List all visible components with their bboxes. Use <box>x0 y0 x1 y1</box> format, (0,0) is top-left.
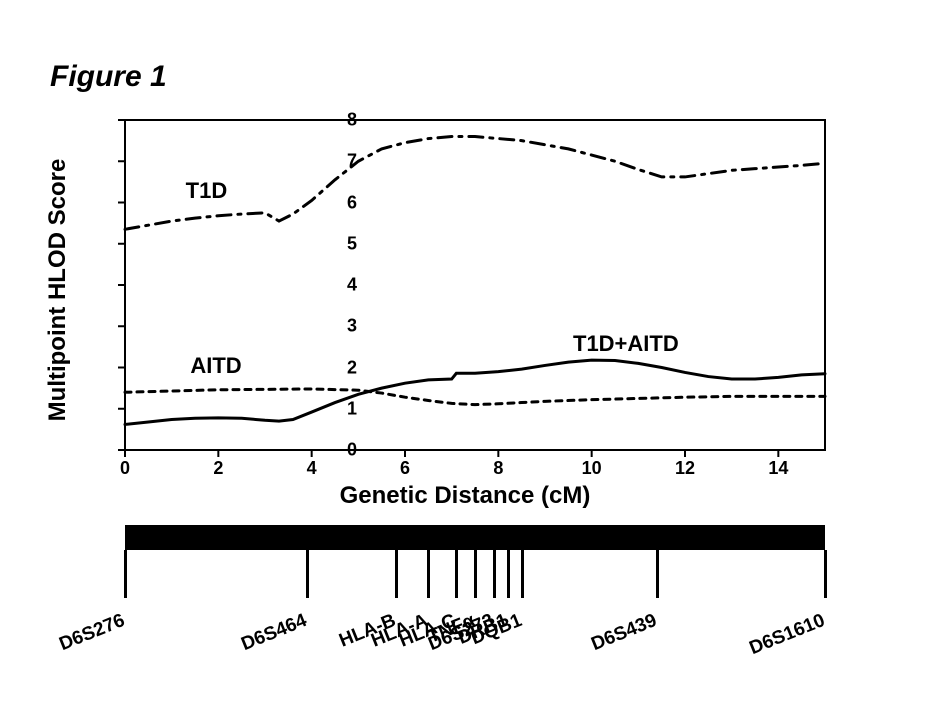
marker-tick <box>493 550 496 598</box>
x-tick-label: 8 <box>493 458 503 479</box>
y-tick-label: 1 <box>137 398 357 419</box>
x-axis-label: Genetic Distance (cM) <box>340 482 591 510</box>
marker-label: D6S1610 <box>747 610 829 660</box>
marker-bar <box>125 525 825 550</box>
y-tick-label: 3 <box>137 316 357 337</box>
marker-tick <box>656 550 659 598</box>
marker-label: D6S439 <box>588 610 660 656</box>
y-tick-label: 6 <box>137 192 357 213</box>
x-tick-label: 6 <box>400 458 410 479</box>
y-tick-label: 4 <box>137 275 357 296</box>
x-tick-label: 2 <box>213 458 223 479</box>
x-tick-label: 10 <box>582 458 602 479</box>
marker-tick <box>395 550 398 598</box>
series-label: T1D <box>186 178 228 204</box>
y-tick-label: 2 <box>137 357 357 378</box>
marker-tick <box>427 550 430 598</box>
marker-tick <box>124 550 127 598</box>
y-tick-label: 0 <box>137 440 357 461</box>
marker-tick <box>521 550 524 598</box>
series-label: T1D+AITD <box>573 331 679 357</box>
marker-tick <box>507 550 510 598</box>
x-tick-label: 12 <box>675 458 695 479</box>
series-label: AITD <box>190 353 241 379</box>
marker-tick <box>306 550 309 598</box>
figure-title: Figure 1 <box>50 60 167 94</box>
y-tick-label: 8 <box>137 110 357 131</box>
y-tick-label: 7 <box>137 151 357 172</box>
y-axis-label: Multipoint HLOD Score <box>44 159 72 422</box>
marker-tick <box>824 550 827 598</box>
figure-container: Figure 1 Multipoint HLOD Score 012345678… <box>0 0 942 728</box>
marker-tick <box>455 550 458 598</box>
marker-tick <box>474 550 477 598</box>
marker-label: D6S276 <box>56 610 128 656</box>
y-tick-label: 5 <box>137 233 357 254</box>
x-tick-label: 14 <box>768 458 788 479</box>
x-tick-label: 4 <box>307 458 317 479</box>
marker-label: D6S464 <box>238 610 310 656</box>
x-tick-label: 0 <box>120 458 130 479</box>
